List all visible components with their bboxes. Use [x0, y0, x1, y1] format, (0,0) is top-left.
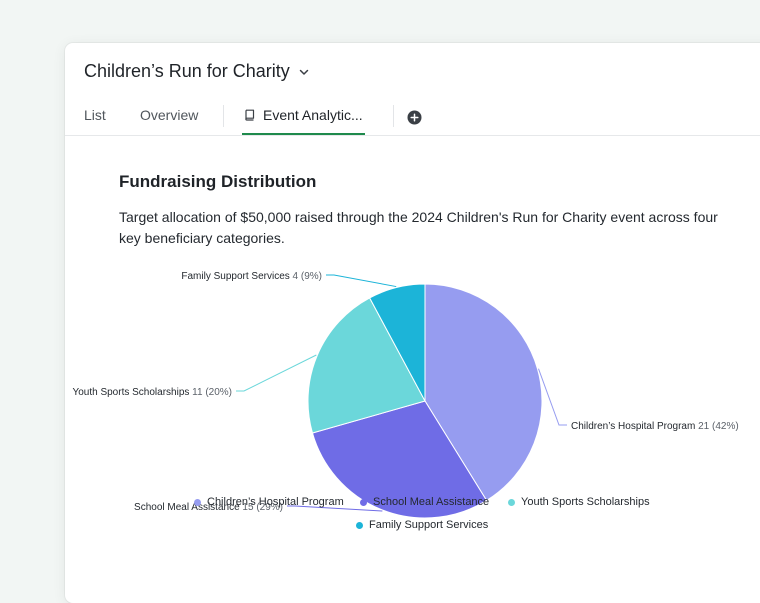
tab-list[interactable]: List [84, 107, 106, 123]
pie-chart: Children’s Hospital Program 21 (42%) Scho… [72, 271, 739, 519]
project-title-dropdown[interactable]: Children’s Run for Charity [84, 61, 312, 82]
slice-label-value: 4 (9%) [293, 271, 322, 282]
pie-slice[interactable] [311, 400, 488, 519]
slice-label-value: 11 (20%) [192, 387, 232, 398]
slice-label: Family Support Services 4 (9%) [181, 271, 322, 282]
legend-label: School Meal Assistance [373, 496, 490, 508]
legend-item[interactable]: Children’s Hospital Program [194, 496, 344, 508]
book-icon [245, 109, 255, 121]
slice-label-category: Youth Sports Scholarships [72, 387, 192, 398]
legend-label: Family Support Services [369, 519, 489, 531]
legend-swatch [356, 521, 363, 529]
chart-description: Target allocation of $50,000 raised thro… [119, 209, 718, 246]
pie-slice[interactable] [307, 297, 426, 434]
tab-event-analytics[interactable]: Event Analytic... [242, 107, 365, 135]
legend-swatch [360, 498, 367, 506]
pie-slice[interactable] [424, 283, 543, 502]
legend-item[interactable]: Youth Sports Scholarships [508, 496, 650, 508]
slice-leader-line [236, 354, 317, 392]
legend-item[interactable]: School Meal Assistance [360, 496, 489, 508]
legend-swatch [508, 498, 515, 506]
slice-leader-line [326, 274, 397, 288]
legend-item[interactable]: Family Support Services [356, 519, 488, 531]
slice-label: Children’s Hospital Program 21 (42%) [571, 421, 739, 432]
tab-event-analytics-label: Event Analytic... [263, 107, 363, 123]
add-tab-icon[interactable] [407, 110, 422, 125]
slice-label-category: Children’s Hospital Program [571, 421, 698, 432]
tab-overview[interactable]: Overview [140, 107, 199, 123]
slice-label-value: 21 (42%) [698, 421, 739, 432]
legend-label: Children’s Hospital Program [207, 496, 344, 508]
pie-slice[interactable] [368, 283, 426, 402]
slice-label: School Meal Assistance 15 (29%) [134, 502, 283, 513]
legend-label: Youth Sports Scholarships [521, 496, 650, 508]
slice-label-category: School Meal Assistance [134, 502, 242, 513]
tab-divider [223, 105, 224, 127]
legend-swatch [194, 498, 201, 506]
tab-divider [393, 105, 394, 127]
slice-label: Youth Sports Scholarships 11 (20%) [72, 387, 232, 398]
tab-bar: List Overview Event Analytic... [65, 101, 760, 136]
chart-title: Fundraising Distribution [119, 172, 317, 191]
slice-label-category: Family Support Services [181, 271, 292, 282]
slice-label-value: 15 (29%) [242, 502, 283, 513]
app-window: Children’s Run for Charity List Overview… [65, 43, 760, 603]
chevron-down-icon [299, 69, 309, 75]
slice-leader-line [538, 368, 567, 426]
slice-leader-line [287, 505, 383, 512]
project-title: Children’s Run for Charity [84, 61, 290, 81]
